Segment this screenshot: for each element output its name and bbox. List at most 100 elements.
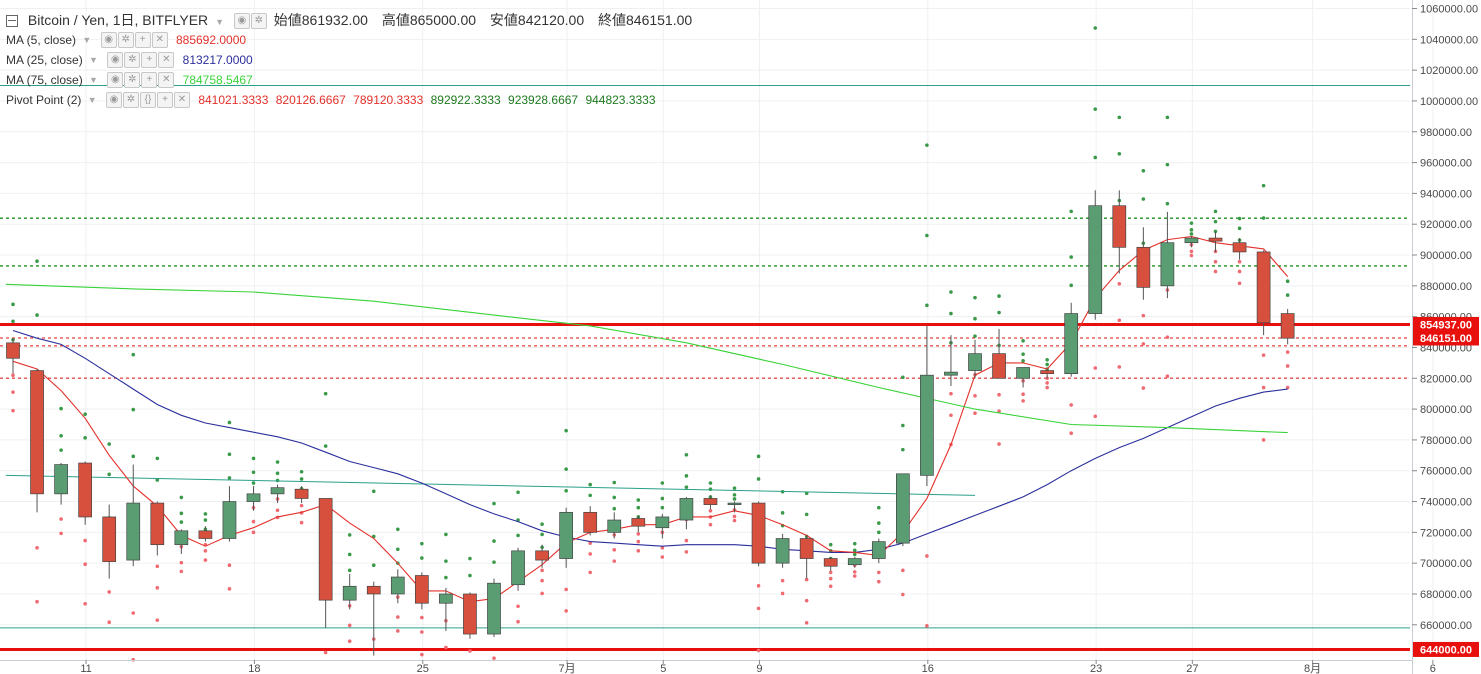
indicator-dropdown-icon[interactable]: ▼ (89, 75, 98, 85)
eye-icon[interactable]: ◉ (107, 72, 124, 88)
pivot-dot-support (251, 530, 256, 535)
pivot-dot-support (612, 548, 617, 552)
close-icon[interactable]: ✕ (151, 32, 168, 48)
indicator-name[interactable]: MA (5, close) (6, 33, 77, 47)
price-tick-label: 1000000.00 (1420, 96, 1478, 108)
pivot-dot-resistance (1117, 152, 1122, 156)
pivot-dot-support (804, 577, 809, 582)
pivot-dot-resistance (227, 476, 232, 480)
indicator-dropdown-icon[interactable]: ▼ (87, 95, 97, 105)
candle-body (751, 502, 766, 564)
time-tick-label: 9 (756, 663, 762, 674)
pivot-dot-support (564, 587, 568, 592)
pivot-dot-support (636, 539, 641, 544)
plus-icon[interactable]: + (141, 52, 158, 68)
pivot-dot-resistance (131, 407, 136, 412)
price-tick-label: 880000.00 (1420, 281, 1472, 293)
candle-body (655, 516, 670, 529)
pivot-dot-resistance (804, 491, 809, 496)
eye-icon[interactable]: ◉ (100, 32, 117, 48)
pivot-dot-resistance (1141, 168, 1146, 173)
indicator-name[interactable]: Pivot Point (2) (6, 93, 82, 107)
pivot-dot-support (877, 570, 881, 575)
eye-icon[interactable]: ◉ (107, 52, 124, 68)
candle (1016, 367, 1030, 388)
candle (920, 325, 934, 487)
indicator-dropdown-icon[interactable]: ▼ (89, 55, 98, 65)
pivot-dot-resistance (564, 467, 568, 471)
time-tick-label: 25 (417, 663, 429, 674)
pivot-dot-resistance (107, 442, 111, 446)
close-icon[interactable]: ✕ (173, 92, 190, 108)
pivot-dot-resistance (1165, 201, 1170, 206)
candle (559, 507, 574, 568)
gear-icon[interactable]: ✲ (117, 32, 134, 48)
pivot-dot-support (732, 514, 737, 519)
low-value: 842120.00 (517, 12, 585, 28)
pivot-dot-resistance (1189, 221, 1194, 225)
indicator-dropdown-icon[interactable]: ▼ (82, 35, 92, 45)
eye-icon[interactable]: ◉ (105, 92, 122, 108)
candle-body (727, 502, 742, 505)
gear-icon[interactable]: ✲ (250, 13, 267, 30)
candle (992, 328, 1006, 379)
close-icon[interactable]: ✕ (158, 52, 175, 68)
plus-icon[interactable]: + (156, 92, 173, 108)
pivot-dot-support (1261, 385, 1266, 390)
candle (1136, 227, 1151, 300)
pivot-dot-support (708, 508, 713, 513)
indicator-name[interactable]: MA (25, close) (6, 53, 83, 67)
gear-icon[interactable]: ✲ (122, 92, 139, 108)
pivot-dot-resistance (732, 497, 737, 501)
pivot-dot-support (804, 598, 809, 603)
pivot-dot-resistance (492, 560, 496, 564)
indicator-value: 789120.3333 (353, 93, 424, 107)
pivot-dot-resistance (396, 547, 400, 552)
candle (198, 526, 213, 542)
price-axis: 660000.00 680000.00 700000.00 720000.00 7400… (1412, 0, 1478, 674)
candle-body (535, 550, 549, 561)
pivot-dot-resistance (660, 496, 665, 501)
candle (126, 464, 141, 567)
pivot-dot-support (660, 555, 665, 559)
pivot-dot-resistance (973, 334, 977, 338)
indicator-row-ma75: MA (75, close) ▼ ◉ ✲ + ✕ 784758.5467 (6, 72, 253, 90)
symbol-dropdown-icon[interactable]: ▼ (215, 17, 224, 27)
pivot-dot-support (11, 373, 15, 377)
close-label: 終値 (598, 12, 626, 28)
gear-icon[interactable]: ✲ (124, 52, 141, 68)
pivot-dot-support (251, 519, 256, 524)
candle-body (1136, 246, 1151, 288)
pivot-dot-support (1045, 385, 1049, 390)
indicator-name[interactable]: MA (75, close) (6, 73, 83, 87)
pivot-dot-support (1045, 376, 1049, 381)
pivot-dot-resistance (1141, 197, 1146, 201)
horizontal-lines (0, 85, 1410, 651)
candle (511, 547, 525, 591)
eye-icon[interactable]: ◉ (233, 13, 250, 30)
pivot-dot-support (1093, 414, 1098, 419)
pivot-dot-resistance (684, 474, 689, 478)
candle (1088, 190, 1103, 320)
candle (6, 338, 20, 374)
time-tick-label: 27 (1186, 663, 1198, 674)
brackets-icon[interactable]: {} (139, 92, 156, 108)
pivot-dot-support (540, 578, 544, 583)
candle (318, 498, 333, 628)
collapse-icon[interactable] (6, 15, 18, 28)
pivot-dot-support (588, 552, 592, 556)
candle (1232, 238, 1247, 260)
symbol-title[interactable]: Bitcoin / Yen, 1日, BITFLYER (27, 12, 209, 28)
close-icon[interactable]: ✕ (158, 72, 175, 88)
plus-icon[interactable]: + (134, 32, 151, 48)
pivot-dot-resistance (59, 406, 63, 411)
plus-icon[interactable]: + (141, 72, 158, 88)
pivot-dot-support (299, 503, 304, 508)
pivot-dots (11, 26, 1290, 662)
gear-icon[interactable]: ✲ (124, 72, 141, 88)
indicator-value: 841021.3333 (198, 93, 269, 107)
candle-body (390, 576, 405, 595)
pivot-dot-resistance (155, 456, 160, 461)
pivot-dot-support (83, 538, 87, 543)
